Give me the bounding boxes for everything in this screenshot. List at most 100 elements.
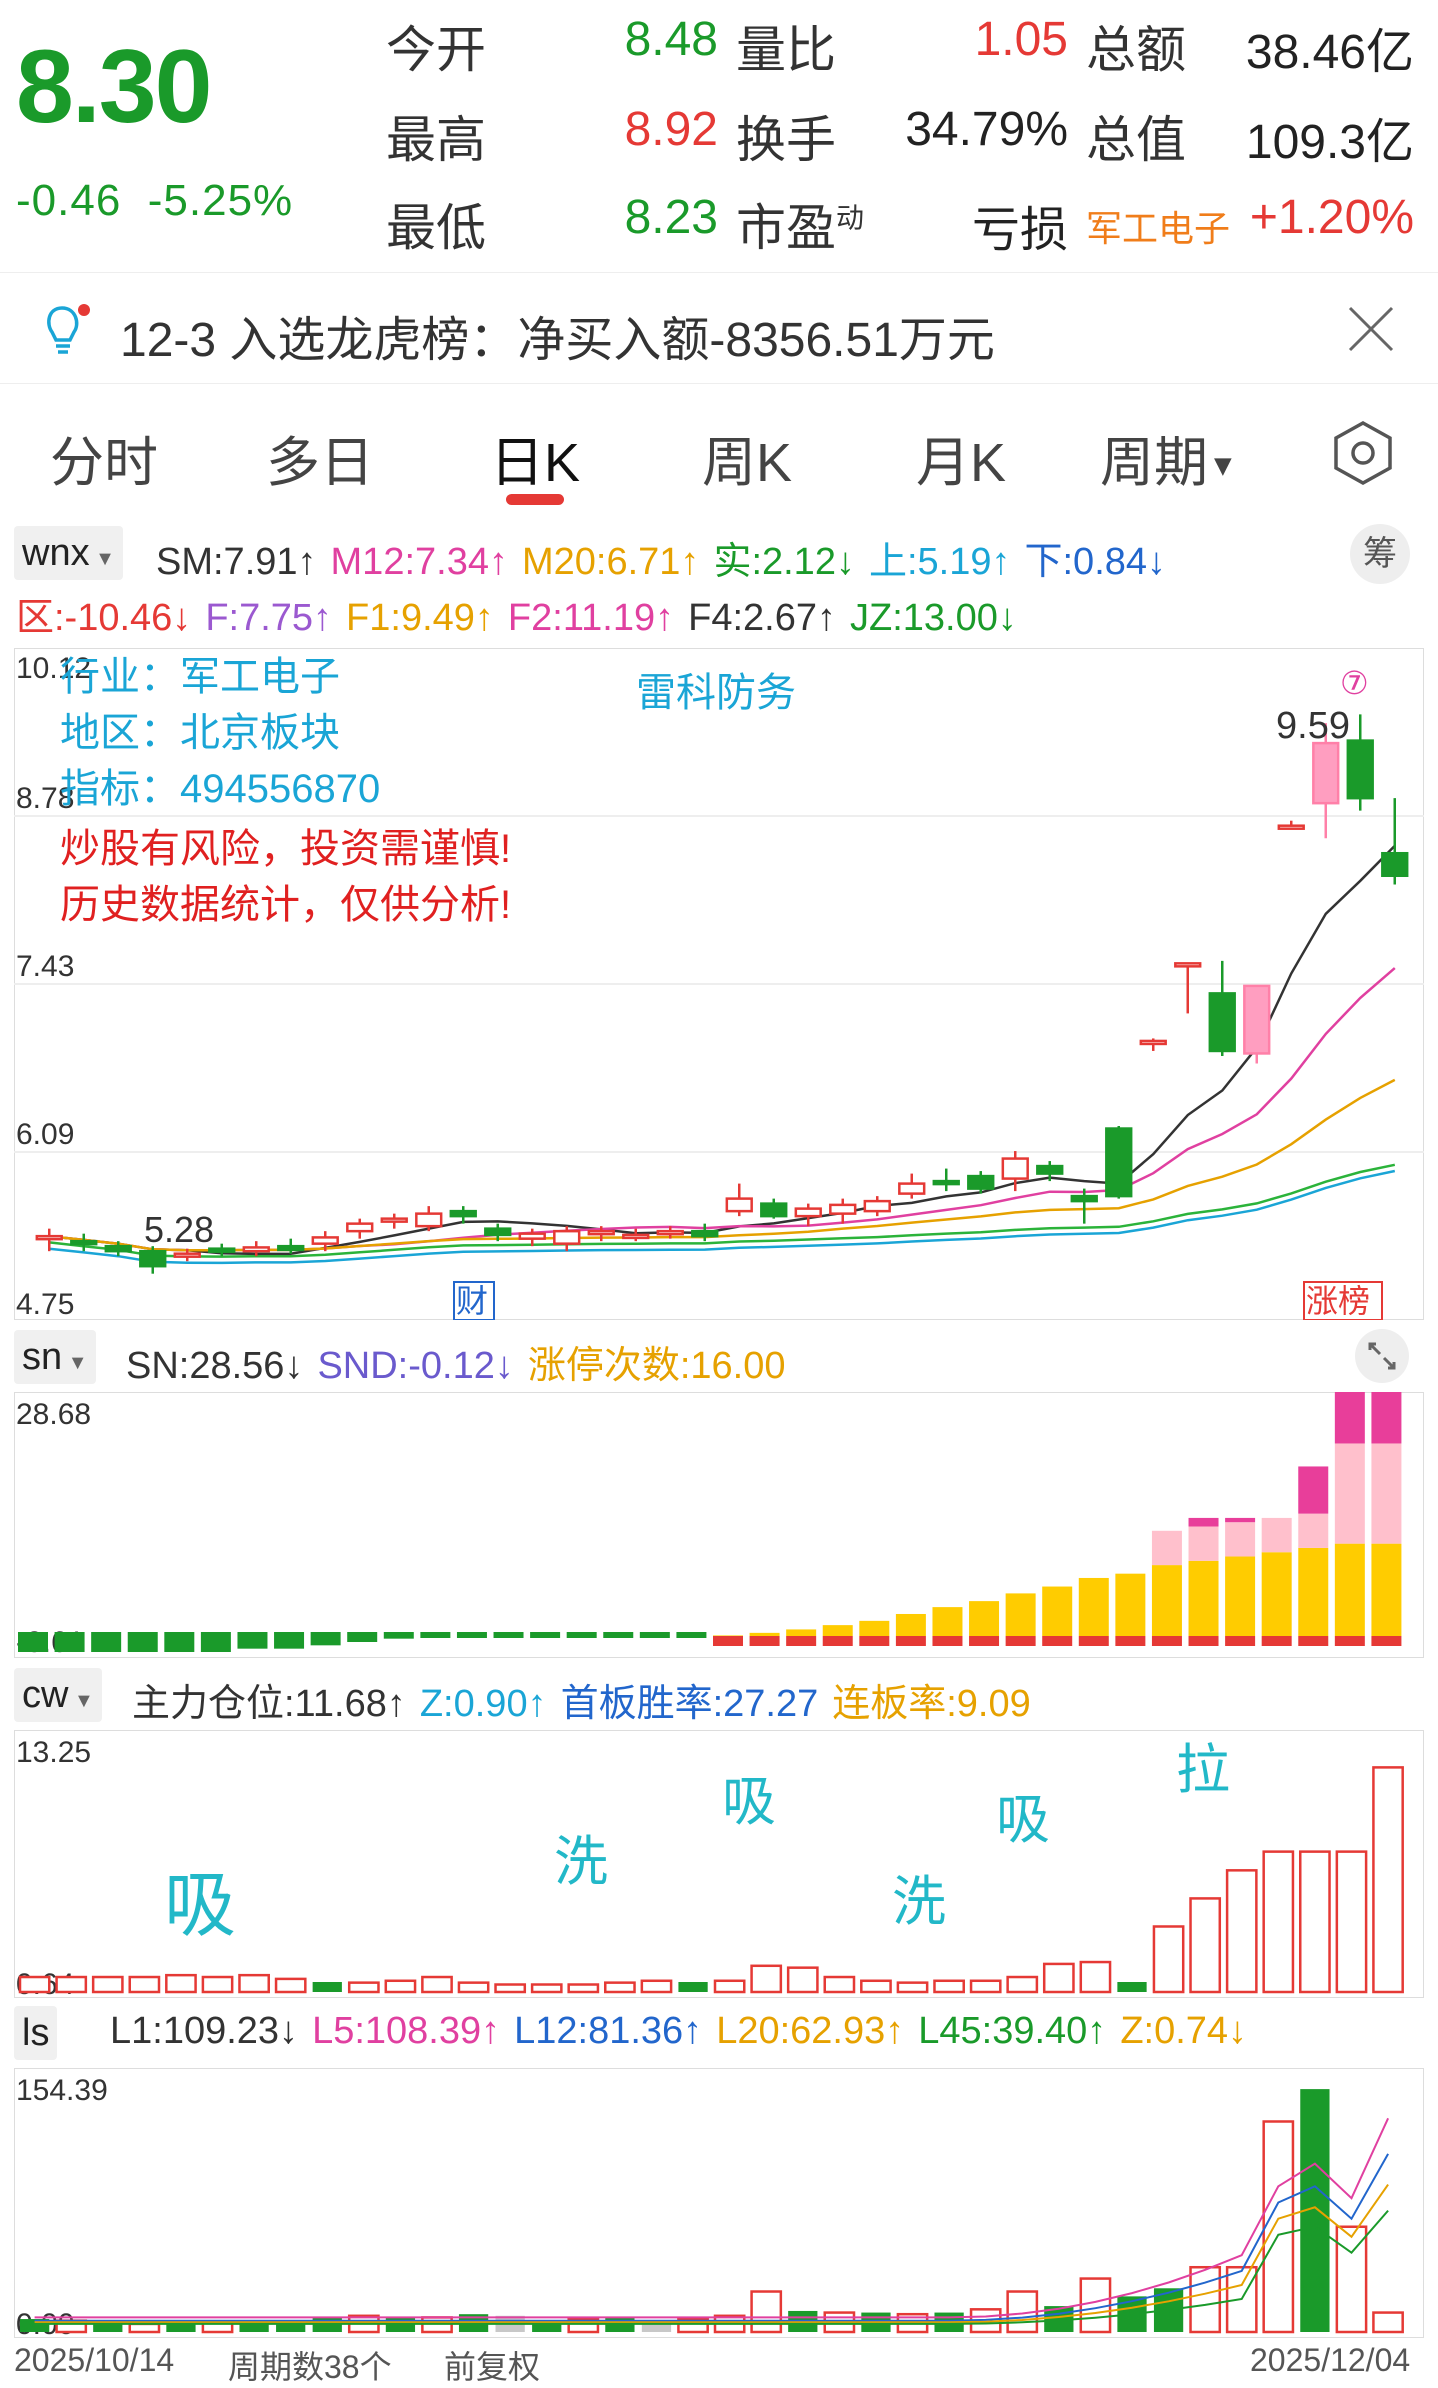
indicator-value: SND:-0.12↓ [317,1345,514,1387]
sn-bar [822,1636,853,1646]
close-icon[interactable] [1346,304,1396,354]
moving-average-line [49,967,1396,1252]
svg-text:财: 财 [456,1283,488,1319]
candle-body [173,1252,201,1258]
stat-label: 总值 [1086,112,1186,168]
concept-label: 雷科防务 [636,671,796,715]
moving-average-line [49,1078,1396,1252]
sn-bar [932,1636,963,1646]
candle-body [277,1244,305,1252]
stat-value: 34.79% [905,103,1068,156]
sn-bar [786,1629,817,1636]
candle-body [1001,1157,1029,1180]
candle-body [242,1246,270,1253]
main-indicator-row1: SM:7.91↑ M12:7.34↑ M20:6.71↑ 实:2.12↓ 上:5.19↑… [156,530,1180,585]
sn-bar [1078,1577,1109,1636]
sn-bar [1371,1443,1402,1544]
phase-mark: 洗 [554,1832,608,1892]
candle-body [1346,739,1374,800]
sn-bar [1151,1530,1182,1566]
sn-bar [1334,1543,1365,1636]
sn-bar [566,1632,597,1638]
candlestick-chart[interactable]: 10.12 8.78 7.43 6.09 4.75 行业：军工电子地区：北京板块指标：49… [14,648,1424,1320]
sn-indicator-selector[interactable]: sn ▼ [14,1330,96,1384]
ls-indicator-selector[interactable]: ls [14,2006,58,2060]
phase-mark: 洗 [892,1872,946,1932]
sn-bar [1188,1560,1219,1636]
indicator-value: L20:62.93↑ [716,2010,905,2052]
cw-bar [128,1975,161,1994]
chip-button[interactable]: 筹 [1350,524,1410,584]
indicator-value: L5:108.39↑ [312,2010,501,2052]
sn-bar [1005,1593,1036,1636]
sn-bar [1261,1517,1292,1553]
tab-daily-k[interactable]: 日K [490,433,581,493]
tab-period[interactable]: 周期▼ [1100,433,1238,493]
stock-info-text: 行业：军工电子 [60,655,340,699]
candle-body [104,1244,132,1253]
sn-bar [1188,1526,1219,1561]
sn-bar [1371,1543,1402,1636]
candle-body [415,1212,443,1228]
phase-mark: 拉 [1176,1740,1230,1800]
cw-bar [713,1979,746,1994]
ls-average-line [34,2209,1389,2325]
indicator-value: JZ:13.00↓ [849,597,1017,639]
tab-monthly-k[interactable]: 月K [916,433,1007,493]
indicator-value: 实:2.12↓ [713,541,855,583]
sn-bar [1042,1636,1073,1646]
expand-icon[interactable] [1354,1328,1410,1384]
cw-bar [1299,1850,1331,1994]
notice-bar[interactable] [0,272,1438,384]
cw-bar [786,1966,819,1994]
sn-bar [200,1632,231,1652]
risk-warning-text: 炒股有风险，投资需谨慎! [60,827,511,871]
stock-info-text: 指标：494556870 [60,767,380,811]
stat-value: 109.3亿 [1245,116,1414,169]
stat-label: 军工电子 [1086,208,1231,249]
stat-value: 8.92 [624,103,718,156]
cw-bar [238,1973,270,1994]
tab-intraday[interactable]: 分时 [50,433,158,493]
cw-bar [1079,1960,1112,1994]
candle-body [587,1229,615,1236]
settings-hexagon-icon[interactable] [1330,420,1396,486]
y-axis-label: 154.39 [16,2074,108,2107]
stat-value: +1.20% [1249,191,1414,244]
indicator-value: F:7.75↑ [205,597,333,639]
sn-volume-chart[interactable]: 28.68-0.61 [14,1392,1424,1658]
cw-indicator-selector[interactable]: cw ▼ [14,1668,102,1722]
cw-bar [1262,1850,1295,1994]
sn-bar [749,1636,780,1646]
adjust-mode[interactable]: 前复权 [444,2349,541,2385]
candle-body [863,1199,891,1213]
sn-bar [1298,1466,1329,1514]
cw-position-chart[interactable]: 13.250.64吸洗吸洗吸拉 [14,1730,1424,1998]
cw-bar [860,1979,892,1994]
cw-bar [1117,1982,1147,1992]
cw-bar [969,1979,1002,1994]
ls-flow-chart[interactable]: 154.390.00 [14,2068,1424,2338]
sn-bar [1371,1636,1402,1646]
ls-bar [1262,2120,1295,2334]
cw-bar [18,1975,51,1994]
main-indicator-row2: 区:-10.46↓ F:7.75↑ F1:9.49↑ F2:11.19↑ F4:2.67… [16,586,1031,641]
sn-bar [713,1636,743,1646]
indicator-value: F4:2.67↑ [688,597,836,639]
cw-bar [494,1983,527,1994]
ls-bar [166,2320,196,2332]
tab-weekly-k[interactable]: 周K [702,433,793,493]
indicator-value: F1:9.49↑ [346,597,494,639]
indicator-value: 上:5.19↑ [868,541,1011,583]
candle-body [1243,984,1271,1055]
sn-bar [1261,1636,1292,1646]
main-indicator-selector[interactable]: wnx ▼ [14,526,123,580]
sn-bar [1115,1636,1146,1646]
cw-bar [1152,1925,1185,1994]
candle-body [967,1174,995,1190]
tab-multiday[interactable]: 多日 [266,433,374,493]
candle-body [1277,824,1305,830]
cw-bar [457,1981,490,1994]
moving-average-line [49,1163,1396,1258]
limit-up-count-mark: ⑦ [1340,665,1369,701]
